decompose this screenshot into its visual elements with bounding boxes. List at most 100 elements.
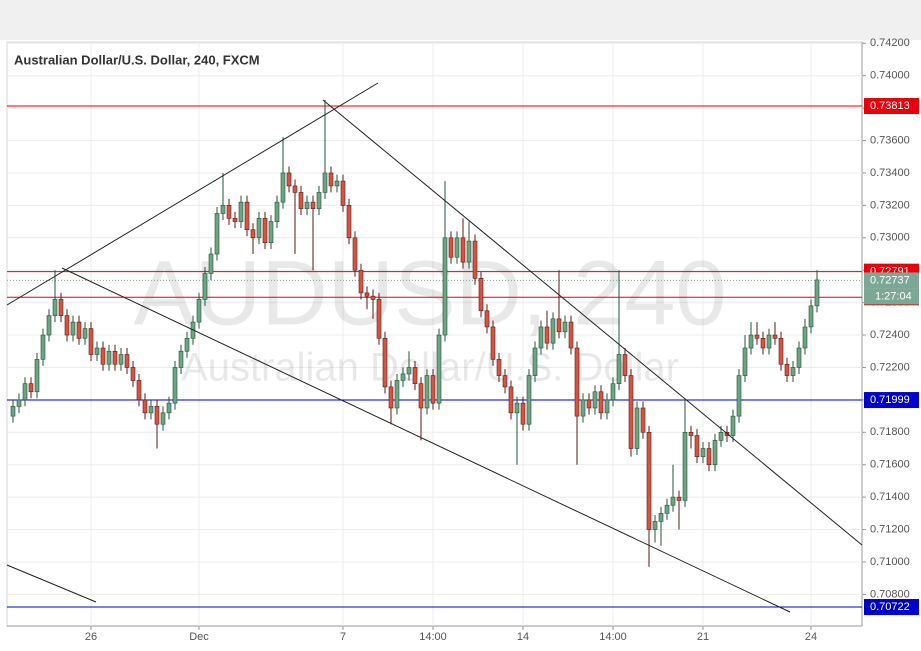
candle-body [472,240,478,279]
candle-body [466,240,472,263]
candle-body [568,321,574,349]
candle-body [664,504,670,514]
candle-body [778,337,784,365]
candle-body [604,399,610,414]
candle-body [592,391,598,409]
candle-body [64,315,70,336]
candle-body [388,386,394,409]
candle-body [136,380,142,401]
countdown-label: 1:27:04 [875,290,912,302]
candle-body [628,375,634,449]
level-label: 0.70722 [870,601,910,613]
candle-body [658,513,664,522]
x-tick-label: 14:00 [599,631,627,643]
candle-body [292,185,298,193]
y-tick-label: 0.72200 [870,361,910,373]
trend-line [6,82,379,306]
y-tick-label: 0.70800 [870,588,910,600]
candle-body [160,412,166,425]
candle-body [562,321,568,333]
trend-line [322,99,863,546]
candle-body [418,383,424,409]
candle-body [790,367,796,376]
candle-body [688,432,694,436]
candle-body [232,218,238,222]
candle-body [526,375,532,425]
y-tick-label: 0.73000 [870,232,910,244]
x-tick-label: 21 [697,631,709,643]
candle-body [328,172,334,187]
axes: 0.742000.740000.738000.736000.734000.732… [85,37,919,643]
candle-body [220,205,226,214]
candle-body [82,328,88,339]
y-tick-label: 0.74000 [870,70,910,82]
candle-body [424,375,430,409]
chart-title: Australian Dollar/U.S. Dollar, 240, FXCM [14,52,260,67]
candle-body [814,279,820,307]
candle-body [358,269,364,294]
candle-body [676,496,682,501]
trend-line [6,564,97,603]
candle-body [808,305,814,328]
candles [10,100,820,567]
candle-body [76,321,82,339]
candle-body [172,367,178,404]
candle-body [28,383,34,393]
candle-body [370,295,376,300]
candle-body [352,237,358,271]
candle-body [304,201,310,209]
candle-body [532,347,538,376]
plot-frame [6,41,863,627]
candle-body [208,253,214,274]
candle-body [334,180,340,187]
y-tick-label: 0.71800 [870,426,910,438]
x-tick-label: 7 [340,631,346,643]
candle-body [448,237,454,258]
candle-body [148,406,154,414]
candle-body [508,386,514,414]
candle-body [202,273,208,300]
y-tick-label: 0.73600 [870,134,910,146]
trend-line [61,267,791,613]
candle-body [496,359,502,376]
candle-body [610,383,616,401]
level-label-box [864,599,919,616]
candle-body [394,380,400,409]
candle-body [754,334,760,339]
candle-body [70,321,76,336]
candle-body [34,359,40,393]
candle-body [718,432,724,441]
trend-lines [6,82,863,613]
x-tick-label: 14:00 [419,631,447,643]
candle-body [748,334,754,349]
candle-body [730,415,736,436]
last-price-box [864,272,919,289]
candle-body [616,354,622,384]
candle-body [16,399,22,407]
candle-body [130,367,136,381]
candle-body [124,354,130,368]
candle-body [184,337,190,352]
candle-body [460,237,466,263]
candle-body [376,299,382,339]
candle-body [598,391,604,414]
candle-body [430,375,436,404]
candle-body [682,432,688,501]
candle-body [316,192,322,209]
candle-body [412,367,418,384]
candle-body [238,201,244,222]
x-tick-label: 24 [805,631,817,643]
candle-body [706,448,712,466]
candle-body [550,318,556,344]
candle-body [442,237,448,336]
last-price-label: 0.72737 [870,274,910,286]
candle-body [712,440,718,466]
candle-body [196,299,202,323]
candle-body [346,205,352,239]
x-tick-label: 26 [85,631,97,643]
candle-body [586,399,592,409]
x-tick-label: Dec [189,631,209,643]
candle-body [436,334,442,404]
y-tick-label: 0.73400 [870,167,910,179]
